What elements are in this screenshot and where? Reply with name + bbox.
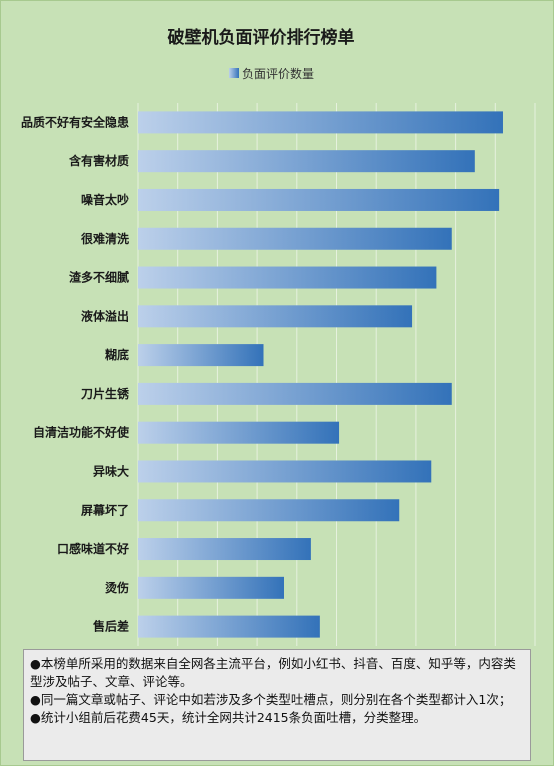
category-label: 自清洁功能不好使 xyxy=(33,425,130,440)
category-label: 屏幕坏了 xyxy=(80,502,129,517)
category-label: 刀片生锈 xyxy=(81,386,130,401)
bar xyxy=(138,499,400,522)
legend-swatch xyxy=(229,68,239,78)
category-label: 糊底 xyxy=(105,347,129,362)
bar xyxy=(138,421,340,444)
category-label: 含有害材质 xyxy=(69,153,129,168)
category-label: 很难清洗 xyxy=(80,231,129,246)
category-label: 品质不好有安全隐患 xyxy=(21,114,129,129)
bar xyxy=(138,382,452,405)
bar xyxy=(138,111,503,134)
category-label: 噪音太吵 xyxy=(81,192,129,207)
bar xyxy=(138,344,264,367)
legend-label: 负面评价数量 xyxy=(242,66,315,81)
note-2: ●同一篇文章或帖子、评论中如若涉及多个类型吐槽点，则分别在各个类型都计入1次； xyxy=(30,692,512,707)
category-label: 异味大 xyxy=(93,463,129,478)
bar xyxy=(138,538,311,561)
category-label: 渣多不细腻 xyxy=(69,270,129,285)
notes-box: ●本榜单所采用的数据来自全网各主流平台，例如小红书、抖音、百度、知乎等，内容类型… xyxy=(23,649,531,761)
legend: 负面评价数量 xyxy=(229,65,314,81)
category-label: 售后差 xyxy=(93,619,129,634)
category-label: 口感味道不好 xyxy=(57,541,129,556)
category-label: 液体溢出 xyxy=(81,308,129,323)
bar xyxy=(138,615,320,638)
bar xyxy=(138,188,500,211)
chart-title: 破壁机负面评价排行榜单 xyxy=(167,28,355,48)
category-label: 烫伤 xyxy=(105,580,129,595)
note-3: ●统计小组前后花费45天，统计全网共计2415条负面吐槽，分类整理。 xyxy=(30,710,427,725)
bar xyxy=(138,460,432,483)
bar-chart: 品质不好有安全隐患含有害材质噪音太吵很难清洗渣多不细腻液体溢出糊底刀片生锈自清洁… xyxy=(21,103,536,646)
bar xyxy=(138,227,452,250)
bar xyxy=(138,150,475,173)
bar xyxy=(138,576,284,599)
bar xyxy=(138,266,437,289)
note-1: ●本榜单所采用的数据来自全网各主流平台，例如小红书、抖音、百度、知乎等，内容类型… xyxy=(30,656,516,689)
bar xyxy=(138,305,413,328)
